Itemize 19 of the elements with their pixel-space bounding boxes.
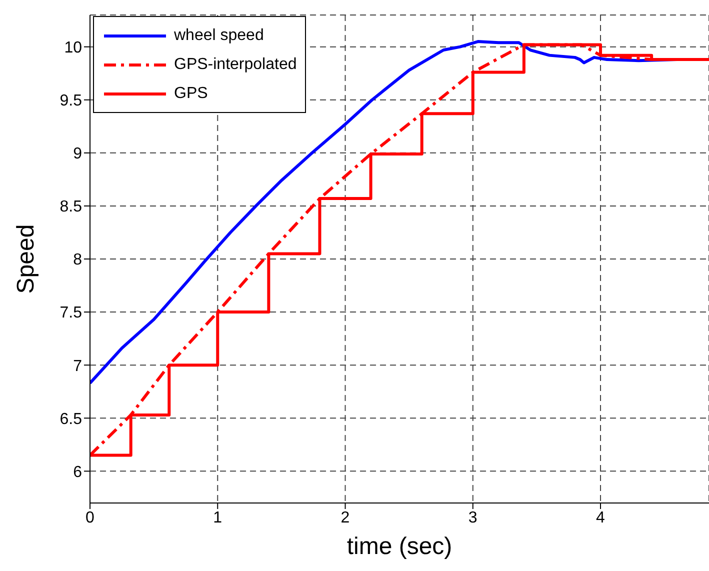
legend-label: GPS-interpolated	[174, 56, 297, 74]
x-tick-label: 4	[596, 509, 606, 526]
y-tick-label: 7	[73, 358, 82, 375]
y-axis-title: Speed	[12, 224, 40, 294]
y-tick-label: 8.5	[60, 198, 82, 216]
y-tick-label: 9.5	[60, 92, 82, 110]
y-tick-label: 10	[64, 40, 82, 57]
y-tick-label: 9	[73, 146, 82, 163]
x-axis-title: time (sec)	[346, 533, 452, 560]
y-tick-label: 8	[73, 252, 82, 269]
legend-label: GPS	[174, 84, 208, 102]
x-tick-label: 3	[468, 509, 478, 526]
y-tick-label: 7.5	[60, 304, 82, 322]
x-tick-label: 0	[86, 509, 95, 526]
y-tick-label: 6	[73, 464, 82, 481]
x-tick-label: 2	[340, 509, 350, 526]
x-tick-label: 1	[213, 509, 222, 526]
legend-label: wheel speed	[174, 26, 264, 44]
y-tick-label: 6.5	[60, 410, 82, 428]
